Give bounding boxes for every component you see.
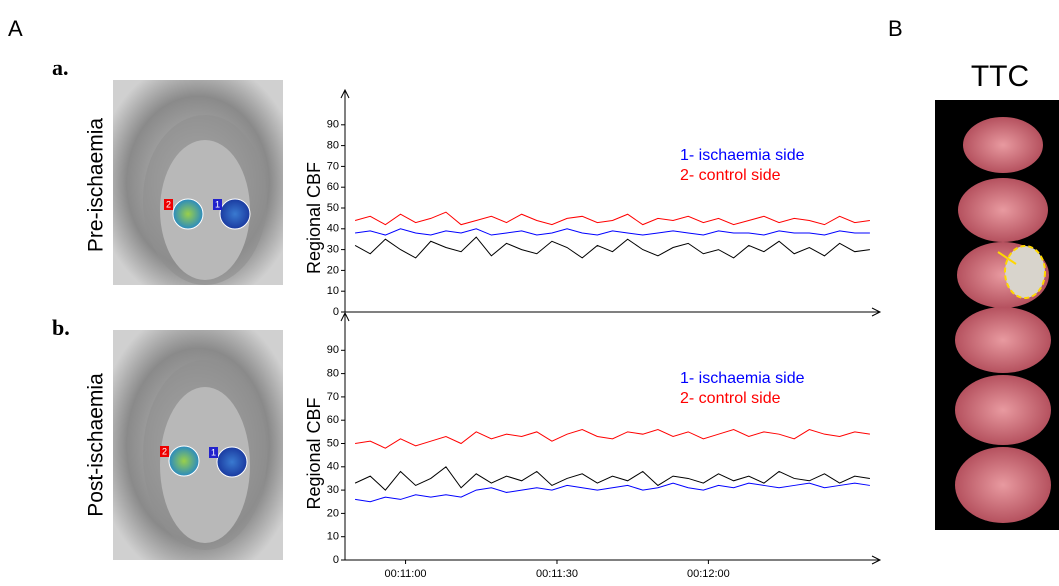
image-label: Post-ischaemia <box>85 373 108 517</box>
data-line <box>354 211 870 226</box>
ttc-label: TTC <box>971 60 1029 93</box>
panel-label: B <box>888 16 903 41</box>
roi-label: 1 <box>211 447 216 457</box>
y-axis-label: Regional CBF <box>304 162 324 274</box>
laser-doppler-image: 2 1 <box>113 330 283 560</box>
y-tick-label: 10 <box>327 531 339 543</box>
image-label: Pre-ischaemia <box>85 118 108 253</box>
y-tick-label: 60 <box>327 181 339 193</box>
y-tick-label: 50 <box>327 437 339 449</box>
data-line <box>355 228 870 236</box>
y-tick-label: 0 <box>333 554 339 566</box>
x-tick-label: 00:11:30 <box>536 568 578 580</box>
roi-label: 2 <box>162 446 167 456</box>
x-tick-label: 00:11:00 <box>385 568 427 580</box>
axis <box>345 555 882 565</box>
subpanel-label: a. <box>52 55 69 80</box>
x-tick-label: 00:12:00 <box>687 568 730 580</box>
legend-entry: 1- ischaemia side <box>680 147 805 164</box>
axis <box>340 311 350 560</box>
roi-label: 1 <box>215 199 220 209</box>
y-tick-label: 30 <box>327 484 339 496</box>
legend-entry: 1- ischaemia side <box>680 370 805 387</box>
y-tick-label: 30 <box>327 244 339 256</box>
ttc-slices <box>935 100 1059 530</box>
y-tick-label: 20 <box>327 507 339 519</box>
laser-doppler-image: 2 1 <box>113 80 283 285</box>
y-tick-label: 10 <box>327 285 339 297</box>
y-tick-label: 20 <box>327 264 339 276</box>
y-tick-label: 40 <box>327 223 339 235</box>
data-line <box>354 236 870 259</box>
axis <box>345 307 882 317</box>
panel-label: A <box>8 16 23 41</box>
data-line <box>355 482 870 503</box>
y-tick-label: 80 <box>327 368 339 380</box>
y-tick-label: 70 <box>327 160 339 172</box>
y-tick-label: 80 <box>327 140 339 152</box>
legend-entry: 2- control side <box>680 390 781 407</box>
data-line <box>354 466 870 491</box>
subpanel-label: b. <box>52 315 70 340</box>
y-tick-label: 90 <box>327 344 339 356</box>
y-tick-label: 60 <box>327 414 339 426</box>
data-line <box>355 428 870 449</box>
y-tick-label: 70 <box>327 391 339 403</box>
legend-entry: 2- control side <box>680 167 781 184</box>
axis <box>340 88 350 312</box>
y-axis-label: Regional CBF <box>304 397 324 509</box>
y-tick-label: 50 <box>327 202 339 214</box>
y-tick-label: 0 <box>333 306 339 318</box>
roi-label: 2 <box>166 199 171 209</box>
y-tick-label: 90 <box>327 119 339 131</box>
y-tick-label: 40 <box>327 461 339 473</box>
